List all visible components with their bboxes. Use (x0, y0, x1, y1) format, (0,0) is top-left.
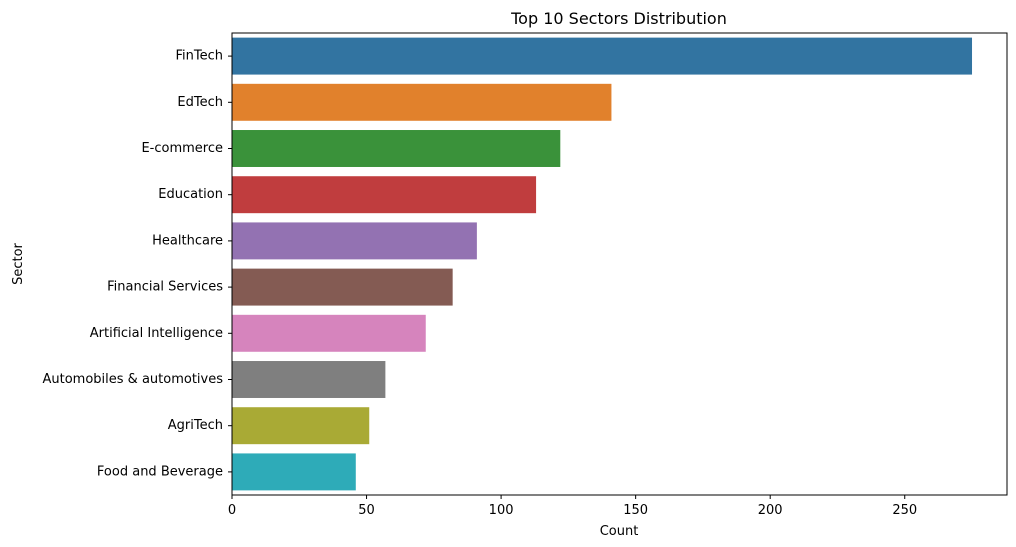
x-axis-ticks: 0 50 100 150 200 250 (228, 495, 917, 518)
chart-title: Top 10 Sectors Distribution (510, 9, 727, 28)
x-tick-label: 0 (228, 503, 236, 518)
bar-fintech (232, 37, 973, 75)
bar-healthcare (232, 222, 477, 260)
y-axis-ticks: FinTech EdTech E-commerce Education Healthca… (43, 49, 232, 479)
plot-frame (231, 32, 1008, 496)
y-tick-label: EdTech (177, 95, 223, 110)
bar-artificial-intelligence (232, 314, 426, 352)
x-axis-label: Count (600, 524, 639, 539)
bar-food-and-beverage (232, 453, 356, 491)
bar-agritech (232, 407, 370, 445)
x-tick-label: 150 (623, 503, 648, 518)
x-tick-label: 250 (892, 503, 917, 518)
x-tick-label: 50 (358, 503, 375, 518)
bars-group (232, 37, 973, 491)
y-tick-label: AgriTech (168, 418, 223, 433)
y-tick-label: Artificial Intelligence (90, 326, 223, 341)
x-tick-label: 100 (489, 503, 514, 518)
y-axis-label: Sector (11, 242, 26, 284)
y-tick-label: Food and Beverage (97, 464, 223, 479)
y-tick-label: FinTech (176, 49, 224, 64)
y-tick-label: E-commerce (141, 141, 223, 156)
bar-e-commerce (232, 130, 561, 167)
y-tick-label: Automobiles & automotives (43, 372, 224, 387)
bar-education (232, 176, 537, 214)
y-tick-label: Healthcare (152, 233, 223, 248)
bar-automobiles-automotives (232, 361, 386, 398)
x-tick-label: 200 (758, 503, 783, 518)
y-tick-label: Education (158, 187, 223, 202)
bar-edtech (232, 83, 612, 121)
bar-financial-services (232, 268, 453, 306)
y-tick-label: Financial Services (107, 280, 223, 295)
